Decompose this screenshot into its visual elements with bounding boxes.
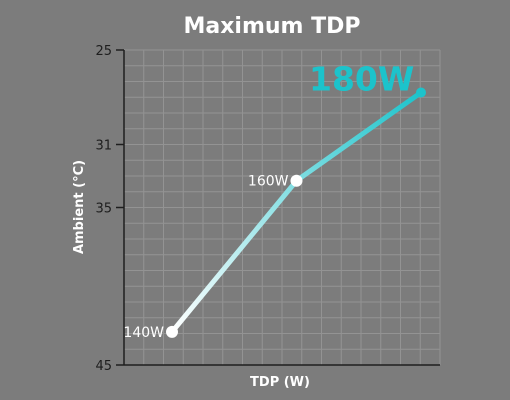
highlight-label: 180W [309, 60, 414, 99]
series-tdp [166, 87, 426, 338]
y-tick-label: 35 [95, 202, 112, 217]
data-point-label: 140W [123, 325, 164, 341]
data-point-marker [166, 325, 178, 338]
axes [116, 49, 440, 366]
y-tick-label: 45 [95, 359, 112, 374]
y-tick-label: 31 [95, 139, 112, 154]
data-point-label: 160W [248, 174, 289, 190]
y-axis-label: Ambient (°C) [72, 160, 87, 254]
data-point-marker [290, 174, 303, 187]
data-point-marker [416, 87, 426, 98]
y-tick-labels: 25 31 35 45 [95, 44, 112, 374]
y-tick-label: 25 [95, 44, 112, 59]
x-axis-label: TDP (W) [250, 375, 310, 390]
point-labels: 140W 160W 180W [123, 60, 414, 341]
chart-title: Maximum TDP [183, 14, 360, 39]
